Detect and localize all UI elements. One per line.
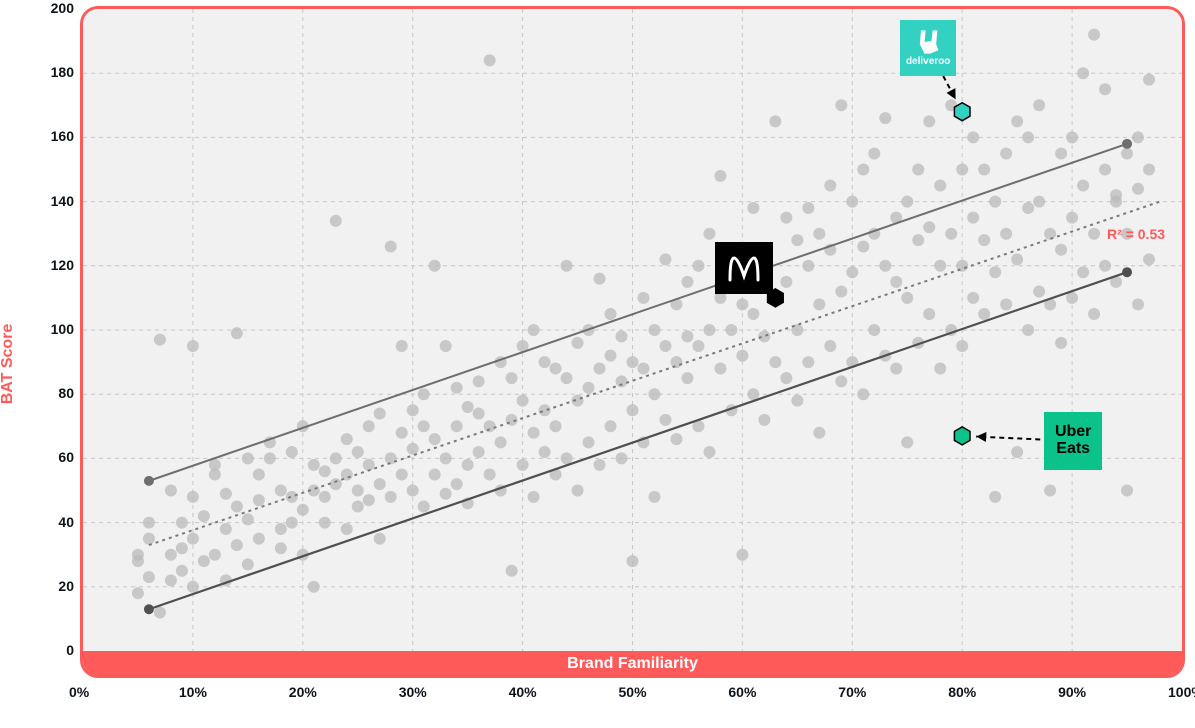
scatter-chart: BAT Score Brand Familiarity R² = 0.53 0 2… [0, 0, 1195, 728]
y-tick-label: 60 [58, 449, 74, 465]
logo-deliveroo: deliveroo [900, 20, 956, 76]
x-tick-label: 20% [289, 684, 317, 700]
plot-svg [83, 9, 1182, 651]
y-tick-label: 140 [51, 193, 74, 209]
x-tick-label: 60% [728, 684, 756, 700]
y-axis-title: BAT Score [0, 324, 17, 405]
uber-eats-label-line1: Uber [1055, 424, 1091, 441]
r-squared-label: R² = 0.53 [1107, 226, 1165, 242]
y-tick-label: 0 [66, 642, 74, 658]
logo-uber-eats: Uber Eats [1044, 412, 1102, 470]
x-tick-label: 0% [69, 684, 89, 700]
y-tick-label: 100 [51, 321, 74, 337]
y-tick-label: 80 [58, 385, 74, 401]
y-tick-label: 180 [51, 64, 74, 80]
logo-nespresso [715, 242, 773, 294]
y-tick-label: 200 [51, 0, 74, 16]
x-tick-label: 70% [838, 684, 866, 700]
nespresso-icon [724, 250, 764, 286]
x-tick-label: 80% [948, 684, 976, 700]
x-tick-label: 40% [509, 684, 537, 700]
y-tick-label: 160 [51, 128, 74, 144]
y-tick-label: 120 [51, 257, 74, 273]
x-axis-title: Brand Familiarity [83, 655, 1182, 673]
x-tick-label: 30% [399, 684, 427, 700]
y-tick-label: 40 [58, 514, 74, 530]
uber-eats-label-line2: Eats [1056, 441, 1090, 458]
y-tick-label: 20 [58, 578, 74, 594]
x-tick-label: 10% [179, 684, 207, 700]
x-tick-label: 50% [619, 684, 647, 700]
x-tick-label: 90% [1058, 684, 1086, 700]
x-tick-label: 100% [1168, 684, 1195, 700]
deliveroo-icon [914, 28, 942, 56]
plot-area: Brand Familiarity [80, 6, 1185, 678]
deliveroo-label: deliveroo [906, 56, 950, 67]
x-axis-band: Brand Familiarity [83, 651, 1182, 675]
